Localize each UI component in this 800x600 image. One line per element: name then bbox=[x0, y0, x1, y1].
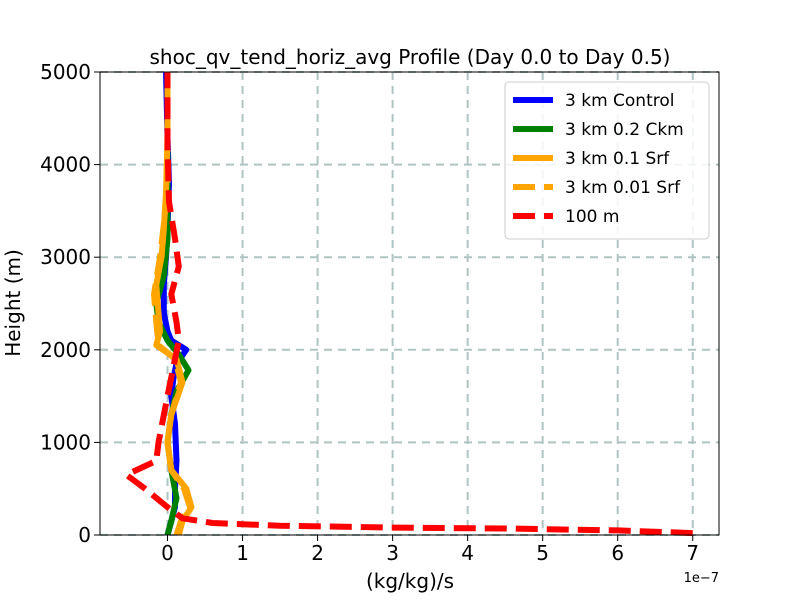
y-tick-label: 0 bbox=[78, 523, 91, 547]
x-axis-offset-label: 1e−7 bbox=[684, 571, 719, 586]
y-axis: 0 1000 2000 3000 4000 5000 bbox=[40, 60, 100, 547]
x-tick-label: 3 bbox=[386, 541, 399, 565]
series-line bbox=[123, 72, 693, 537]
x-tick-label: 2 bbox=[311, 541, 324, 565]
legend-label: 3 km 0.01 Srf bbox=[565, 178, 681, 198]
legend-label: 3 km 0.1 Srf bbox=[565, 149, 670, 169]
legend-label: 100 m bbox=[565, 207, 619, 227]
x-tick-label: 4 bbox=[461, 541, 474, 565]
y-tick-label: 3000 bbox=[40, 245, 91, 269]
x-tick-label: 5 bbox=[536, 541, 549, 565]
legend: 3 km Control 3 km 0.2 Ckm 3 km 0.1 Srf 3 km… bbox=[504, 81, 710, 240]
plot-area-frame bbox=[99, 71, 720, 536]
x-tick-label: 0 bbox=[161, 541, 174, 565]
chart-title: shoc_qv_tend_horiz_avg Profile (Day 0.0 … bbox=[150, 45, 671, 69]
legend-label: 3 km Control bbox=[565, 91, 674, 111]
y-tick-label: 4000 bbox=[40, 153, 91, 177]
x-tick-label: 7 bbox=[686, 541, 699, 565]
x-tick-label: 1 bbox=[236, 541, 249, 565]
y-axis-label: Height (m) bbox=[1, 249, 25, 357]
legend-box bbox=[504, 81, 710, 240]
x-axis-label: (kg/kg)/s bbox=[366, 569, 454, 593]
legend-label: 3 km 0.2 Ckm bbox=[565, 120, 684, 140]
x-tick-label: 6 bbox=[611, 541, 624, 565]
series-lines bbox=[123, 71, 693, 537]
y-tick-label: 1000 bbox=[40, 430, 91, 454]
x-axis: 0 1 2 3 4 5 6 7 bbox=[161, 535, 699, 565]
y-tick-label: 5000 bbox=[40, 60, 91, 84]
y-tick-label: 2000 bbox=[40, 338, 91, 362]
